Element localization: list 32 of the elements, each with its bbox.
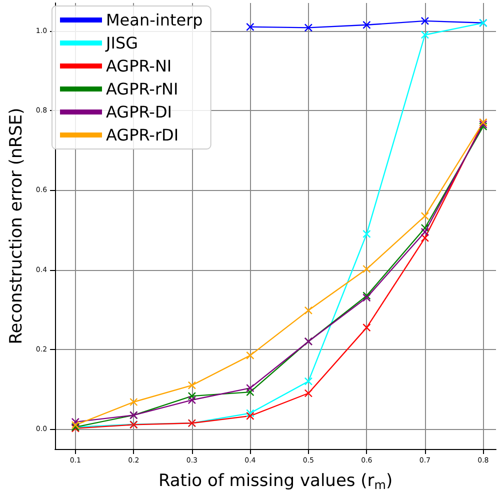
point	[246, 22, 254, 31]
point	[246, 388, 254, 396]
legend-label: JISG	[105, 34, 138, 52]
point	[246, 384, 254, 392]
point	[420, 16, 430, 26]
point	[188, 381, 196, 390]
point	[304, 389, 313, 398]
point	[420, 30, 430, 39]
point	[188, 396, 196, 404]
point	[304, 306, 313, 315]
legend-label: AGPR-rDI	[106, 126, 179, 144]
legend-label: AGPR-NI	[106, 56, 172, 76]
point	[362, 323, 371, 332]
point	[420, 234, 430, 242]
point	[71, 418, 80, 426]
point	[420, 224, 430, 232]
point	[246, 409, 254, 418]
point	[304, 24, 313, 32]
point	[304, 377, 313, 386]
point	[420, 228, 430, 236]
legend-label: AGPR-rNI	[106, 80, 178, 98]
point	[362, 20, 371, 29]
y-axis-title: Reconstruction error (nRSE)	[6, 108, 26, 344]
point	[246, 351, 254, 360]
point	[362, 230, 371, 238]
point	[188, 392, 196, 400]
legend-label: Mean-interp	[106, 10, 203, 30]
point	[130, 398, 138, 406]
point	[362, 264, 371, 274]
point	[246, 412, 254, 420]
point	[420, 212, 430, 220]
legend-label: AGPR-DI	[106, 102, 172, 122]
